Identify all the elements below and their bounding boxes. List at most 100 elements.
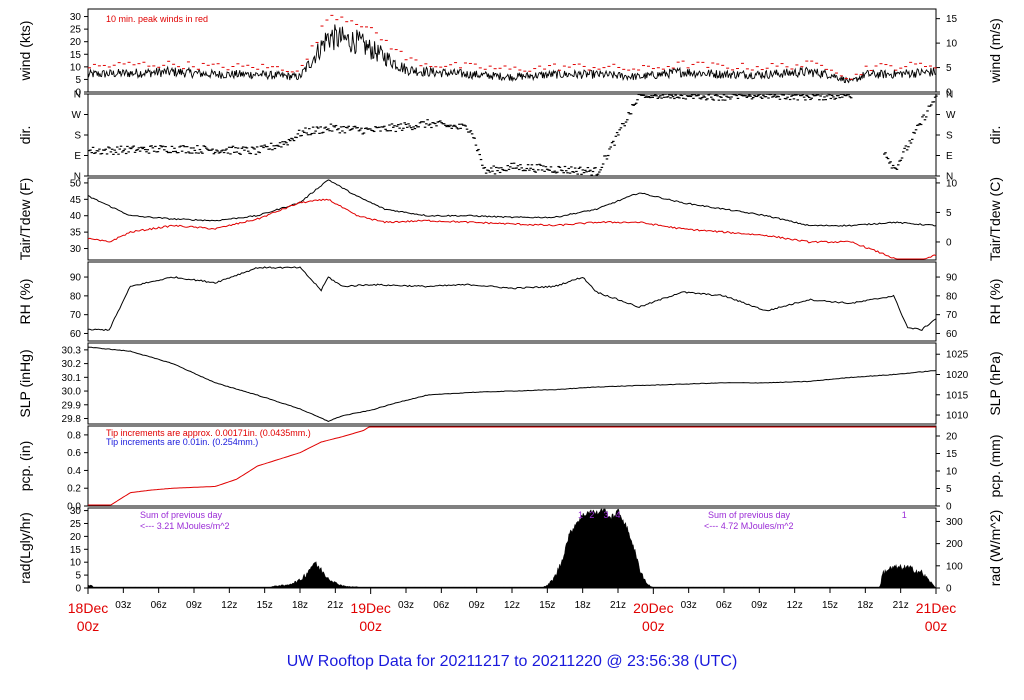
x-tick-label: 15z [257,600,273,611]
x-tick-label: 03z [681,600,697,611]
slp-tick-label-left: 30.0 [62,387,82,398]
rad-tick-label-left: 20 [70,532,82,543]
rad-tick-label-right: 200 [946,539,963,550]
slp-tick-label-left: 29.9 [62,400,82,411]
panel-wind: wind (kts) wind (m/s)05101520253005101510… [17,8,1003,99]
x-date-time-label: 00z [359,618,382,634]
x-tick-label: 21z [327,600,343,611]
rad-marker: 1 [902,510,907,520]
slp-tick-label-left: 30.2 [62,359,82,370]
rh-ylabel-left: RH (%) [17,279,33,325]
x-tick-label: 18z [857,600,873,611]
x-tick-label: 03z [115,600,131,611]
wind-series-1 [88,14,937,80]
slp-tick-label-right: 1010 [946,411,969,422]
wind-tick-label-right: 0 [946,88,952,99]
rh-frame [87,261,937,342]
rh-tick-label-right: 60 [946,329,958,340]
wind-tick-label-left: 25 [70,25,82,36]
slp-series-0 [87,346,937,422]
chart-title: UW Rooftop Data for 20211217 to 20211220… [287,653,738,670]
x-date-label: 20Dec [633,600,673,616]
panel-temp: Tair/Tdew (F) Tair/Tdew (C) 30 35 40 45 50 0 5 10 [17,177,1003,261]
wind-tick-label-right: 10 [946,39,958,50]
wind-note: 10 min. peak winds in red [106,14,208,24]
x-tick-label: 18z [292,600,308,611]
x-tick-label: 06z [433,600,449,611]
chart-panels: wind (kts) wind (m/s)05101520253005101510… [17,8,1003,595]
rad-tick-label-left: 10 [70,558,82,569]
temp-tick-label-right: 5 [946,208,952,219]
x-tick-label: 09z [469,600,485,611]
temp-series-1 [87,198,937,260]
rh-tick-label-right: 80 [946,291,958,302]
wind-tick-label-left: 15 [70,50,82,61]
wind-frame [87,8,937,93]
pcp-tick-label-left: 0.6 [67,448,81,459]
rh-tick-label-left: 70 [70,310,82,321]
wind-tick-label-left: 20 [70,37,82,48]
rad-marker: 1 [578,510,583,520]
dir-series-0 [88,93,938,176]
pcp-series-0 [88,426,936,506]
rad-marker: 3 [603,510,608,520]
time-axis: 03z 06z 09z 12z 15z 18z 21z 03z 06z 09z 12z 15z 18z 2… [68,588,956,634]
panel-pcp: pcp. (in) pcp. (mm) 0.0 0.2 0.4 0.6 0.8 0 5 10 15 2… [17,425,1003,513]
dir-ylabel-left: dir. [17,126,33,145]
x-date-time-label: 00z [642,618,665,634]
dir-tick-label-left: S [74,131,81,142]
pcp-tick-label-left: 0.4 [67,466,81,477]
rad-tick-label-right: 0 [946,584,952,595]
temp-tick-label-left: 40 [70,211,82,222]
pcp-frame [87,425,937,507]
rad-ylabel-left: rad(Lgly/hr) [17,512,33,584]
x-date-time-label: 00z [925,618,948,634]
slp-ylabel-right: SLP (hPa) [987,351,1003,415]
x-tick-label: 09z [186,600,202,611]
pcp-ylabel-left: pcp. (in) [17,441,33,492]
wind-tick-label-left: 30 [70,12,82,23]
x-date-time-label: 00z [77,618,100,634]
pcp-tick-label-left: 0.8 [67,430,81,441]
rh-tick-label-left: 90 [70,273,82,284]
temp-tick-label-left: 45 [70,195,82,206]
wind-tick-label-right: 5 [946,63,952,74]
dir-tick-label-left: N [74,90,81,101]
x-date-label: 19Dec [350,600,390,616]
temp-series-0 [87,179,937,227]
rh-series-0 [88,266,937,331]
x-tick-label: 15z [539,600,555,611]
slp-ylabel-left: SLP (inHg) [17,349,33,417]
rad-day2-note-value: <--- 4.72 MJoules/m^2 [704,521,794,531]
x-date-label: 18Dec [68,600,108,616]
dir-tick-label-left: E [74,151,81,162]
rad-series-0 [87,508,937,589]
pcp-tick-label-right: 5 [946,484,952,495]
pcp-ylabel-right: pcp. (mm) [987,435,1003,498]
temp-tick-label-left: 35 [70,228,82,239]
slp-tick-label-right: 1015 [946,390,969,401]
temp-tick-label-left: 30 [70,244,82,255]
x-tick-label: 21z [610,600,626,611]
dir-tick-label-right: S [946,131,953,142]
pcp-note-red: Tip increments are approx. 0.00171in. (0… [106,428,311,438]
wind-tick-label-left: 5 [75,75,81,86]
wind-tick-label-left: 10 [70,62,82,73]
x-date-label: 21Dec [916,600,956,616]
rad-tick-label-left: 5 [75,571,81,582]
slp-tick-label-right: 1020 [946,370,969,381]
temp-tick-label-right: 0 [946,237,952,248]
wind-ylabel-left: wind (kts) [17,21,33,82]
slp-tick-label-left: 30.1 [62,373,82,384]
rad-tick-label-right: 100 [946,561,963,572]
temp-frame [87,177,937,261]
rad-frame [87,507,937,589]
rad-tick-label-left: 25 [70,519,82,530]
pcp-tick-label-right: 20 [946,432,958,443]
rad-day1-note-title: Sum of previous day [140,510,223,520]
rad-marker: 4 [615,510,620,520]
dir-tick-label-right: W [946,110,956,121]
rad-marker: 2 [589,510,594,520]
